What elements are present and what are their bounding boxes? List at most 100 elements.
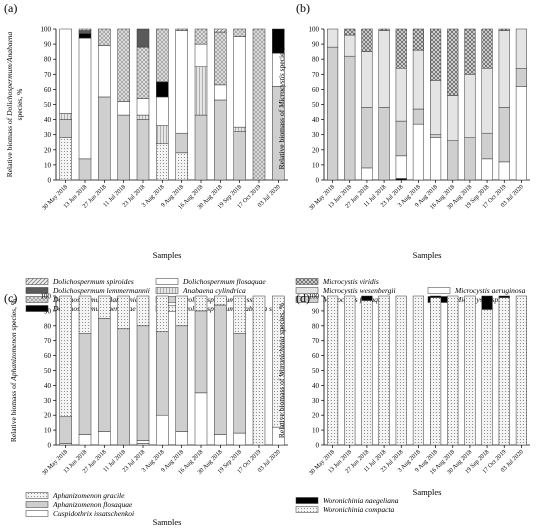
y-tick-label: 30 [44, 131, 52, 139]
y-tick-label: 10 [44, 427, 52, 435]
y-axis-label-taxon: Dolichospermum/Anabaena [5, 31, 14, 116]
y-tick-label: 50 [44, 101, 52, 109]
y-tick-label: 100 [41, 26, 52, 34]
y-axis-label-prefix: Relative biomass of [277, 377, 286, 438]
bar-segment [175, 295, 188, 327]
y-axis-label-taxon: Aphanizomenon [9, 332, 18, 382]
bar-segment [481, 295, 493, 310]
legend-label: Aphanizomenon flosaquae [52, 500, 133, 509]
bar-segment [117, 114, 130, 181]
legend-swatch [25, 510, 49, 517]
bar-segment [412, 108, 424, 125]
legend-label: Microcystis sp. [454, 295, 500, 304]
bar-segment [430, 295, 442, 298]
bar-segment [344, 295, 356, 446]
y-tick-label: 80 [44, 56, 52, 64]
y-tick-label: 30 [44, 397, 52, 405]
bar-segment [395, 28, 407, 69]
bar-segment [361, 300, 373, 446]
bar-segment [98, 295, 111, 319]
bar-segment [233, 295, 246, 334]
bar-segment [361, 51, 373, 108]
y-tick-label: 70 [44, 71, 52, 79]
bar-segment [430, 28, 442, 81]
bar-segment [156, 81, 169, 98]
y-axis-label-suffix: species, % [277, 303, 286, 337]
legend-label: Dolichospermum lemmermannii [52, 286, 150, 295]
bar-segment [156, 331, 169, 416]
bar-segment [515, 68, 527, 87]
y-tick-label: 10 [312, 161, 320, 169]
legend-label: Dolichospermum mendotae [52, 304, 136, 313]
panel-tag: (c) [4, 291, 17, 305]
bar-segment [498, 30, 510, 108]
bar-segment [327, 46, 339, 181]
bar-segment [481, 158, 493, 181]
legend-label: Woronichinia naegeliana [323, 496, 399, 505]
bar-segment [344, 55, 356, 181]
bar-segment [98, 431, 111, 446]
bar-segment [194, 114, 208, 181]
y-tick-label: 10 [312, 427, 320, 435]
bar-segment [98, 45, 111, 98]
bar-segment [78, 30, 92, 34]
bar-segment [156, 28, 169, 83]
bar-segment [344, 34, 356, 57]
bar-segment [78, 33, 92, 39]
bar-segment [156, 96, 169, 126]
bar-segment [378, 30, 390, 108]
y-tick-label: 20 [312, 146, 320, 154]
bar-segment [481, 68, 493, 134]
bar-segment [395, 120, 407, 157]
x-axis-label: Samples [413, 250, 442, 260]
y-tick-label: 90 [312, 307, 320, 315]
bar-segment [252, 28, 266, 181]
bar-segment [214, 295, 227, 306]
legend-swatch [25, 492, 49, 499]
legend-swatch [427, 287, 451, 294]
bar-segment [194, 28, 208, 45]
y-tick-label: 20 [312, 412, 320, 420]
bar-segment [156, 295, 169, 333]
y-tick-label: 0 [316, 442, 320, 450]
bar-segment [498, 295, 510, 298]
bar-segment [447, 28, 459, 96]
y-tick-label: 90 [44, 307, 52, 315]
legend-label: Dolichospermum/Anabaena spp. [182, 304, 281, 313]
bar-segment [412, 295, 424, 446]
y-tick-label: 30 [312, 397, 320, 405]
bar-segment [395, 68, 407, 122]
bar-segment [361, 28, 373, 52]
bar-segment [117, 101, 130, 116]
bar-segment [464, 74, 476, 138]
x-axis-label: Samples [413, 487, 442, 497]
bar-segment [214, 434, 227, 446]
bar-segment [214, 84, 227, 101]
bar-segment [214, 99, 227, 181]
bar-segment [361, 295, 373, 301]
legend-label: Microcystis aeruginosa [454, 286, 526, 295]
bar-segment [233, 28, 246, 37]
bar-segment [194, 392, 208, 446]
bar-segment [136, 46, 150, 99]
bar-segment [481, 28, 493, 69]
bar-segment [117, 328, 130, 446]
y-tick-label: 80 [44, 322, 52, 330]
bar-segment [59, 137, 72, 181]
y-tick-label: 50 [312, 101, 320, 109]
y-tick-label: 60 [312, 352, 320, 360]
bar-segment [175, 431, 188, 446]
bar-segment [194, 66, 208, 116]
bar-segment [233, 131, 246, 181]
bar-segment [361, 167, 373, 181]
y-axis-label-taxon: Microcystis [277, 73, 286, 109]
y-tick-label: 100 [41, 293, 52, 301]
bar-segment [498, 161, 510, 181]
legend-label: Cuspidothrix issatschenkoi [53, 509, 134, 518]
legend-label: Dolichospermum spiroides [52, 277, 134, 286]
bar-segment [136, 440, 150, 444]
y-tick-label: 0 [316, 177, 320, 185]
bar-segment [194, 310, 208, 394]
bar-segment [395, 155, 407, 179]
